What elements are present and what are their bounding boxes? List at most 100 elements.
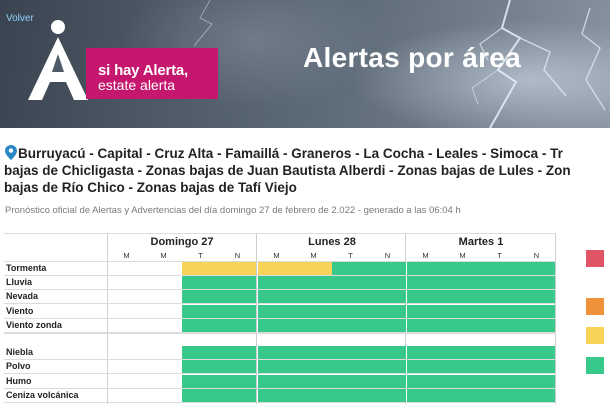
alert-cell-green: [182, 375, 219, 388]
alert-cell-green: [518, 305, 555, 318]
alert-cell-green: [518, 360, 555, 373]
alert-cell-green: [481, 276, 518, 289]
storm-light-glow: [350, 20, 610, 128]
alert-cell-green: [481, 290, 518, 303]
alert-cell-green: [518, 290, 555, 303]
alert-cell-green: [332, 375, 369, 388]
alert-cell-yellow: [219, 262, 256, 275]
phenomenon-label: Ceniza volcánica: [6, 390, 79, 400]
alert-cell-green: [518, 276, 555, 289]
alert-cell-green: [219, 389, 256, 402]
time-slot-label: M: [459, 251, 466, 260]
alert-cell-green: [444, 276, 481, 289]
alert-cell-green: [258, 375, 295, 388]
phenomenon-label: Tormenta: [6, 263, 47, 273]
time-slot-label: T: [348, 251, 353, 260]
alert-cell-green: [332, 346, 369, 359]
alert-cell-green: [369, 262, 406, 275]
forecast-info: Pronóstico oficial de Alertas y Adverten…: [5, 205, 461, 216]
alert-cell-green: [407, 346, 444, 359]
alert-cell-green: [295, 290, 332, 303]
lightning-bolt-small-icon: [193, 0, 213, 47]
time-slot-label: N: [384, 251, 391, 260]
phenomenon-label: Humo: [6, 376, 32, 386]
phenomenon-label: Viento: [6, 306, 34, 316]
alert-cell-green: [369, 319, 406, 332]
alert-cell-green: [219, 360, 256, 373]
row-divider: [4, 275, 556, 276]
alert-cell-green: [219, 346, 256, 359]
alert-cell-green: [369, 346, 406, 359]
logo-a-icon: [24, 20, 90, 100]
time-slot-label: M: [310, 251, 317, 260]
time-slot-label: M: [160, 251, 167, 260]
row-divider: [4, 388, 556, 389]
alert-cell-green: [295, 319, 332, 332]
alert-cell-green: [332, 305, 369, 318]
alert-cell-green: [518, 375, 555, 388]
phenomenon-label: Niebla: [6, 347, 34, 357]
alert-cell-green: [332, 290, 369, 303]
alert-cell-green: [369, 290, 406, 303]
alert-cell-green: [182, 290, 219, 303]
header-divider: [4, 261, 556, 262]
alert-cell-green: [481, 360, 518, 373]
area-line-3: bajas de Río Chico - Zonas bajas de Tafí…: [4, 180, 297, 195]
alert-cell-yellow: [182, 262, 219, 275]
alert-cell-green: [481, 346, 518, 359]
alert-cell-green: [444, 290, 481, 303]
row-divider: [4, 373, 556, 374]
alert-cell-green: [295, 360, 332, 373]
back-link[interactable]: Volver: [6, 13, 34, 24]
alert-cell-green: [369, 276, 406, 289]
alert-cell-green: [369, 389, 406, 402]
alert-cell-green: [295, 389, 332, 402]
alert-cell-green: [219, 319, 256, 332]
day-header: Domingo 27: [150, 236, 214, 248]
alert-cell-green: [518, 389, 555, 402]
alert-cell-green: [182, 305, 219, 318]
page-title: Alertas por área: [303, 42, 522, 73]
alert-cell-green: [481, 319, 518, 332]
alert-cell-green: [182, 360, 219, 373]
location-pin-icon: [5, 145, 17, 160]
alert-cell-green: [407, 290, 444, 303]
alert-cell-green: [407, 389, 444, 402]
alert-cell-green: [332, 360, 369, 373]
alert-cell-green: [369, 375, 406, 388]
alert-cell-green: [444, 262, 481, 275]
area-line-2: bajas de Chicligasta - Zonas bajas de Ju…: [4, 163, 571, 178]
group-divider: [4, 333, 556, 334]
alert-cell-green: [332, 389, 369, 402]
legend-swatch-green: [586, 357, 604, 374]
day-header: Martes 1: [458, 236, 504, 248]
alert-cell-green: [407, 319, 444, 332]
alert-cell-green: [369, 305, 406, 318]
time-slot-label: N: [234, 251, 241, 260]
alert-cell-green: [481, 375, 518, 388]
alert-cell-green: [518, 319, 555, 332]
phenomenon-label: Nevada: [6, 291, 39, 301]
alert-cell-green: [295, 346, 332, 359]
lightning-bolt-icon: [471, 0, 606, 128]
alert-cell-yellow: [295, 262, 332, 275]
alert-cell-green: [444, 319, 481, 332]
logo-tagline: si hay Alerta, estate alerta: [86, 48, 218, 99]
alert-cell-green: [219, 276, 256, 289]
alert-cell-green: [518, 262, 555, 275]
alert-cell-green: [518, 346, 555, 359]
row-divider: [4, 359, 556, 360]
alert-cell-green: [444, 346, 481, 359]
alert-cell-green: [258, 276, 295, 289]
time-slot-label: N: [533, 251, 540, 260]
alert-cell-green: [332, 262, 369, 275]
row-divider: [4, 318, 556, 319]
time-slot-label: M: [123, 251, 130, 260]
alert-cell-green: [182, 319, 219, 332]
alert-cell-green: [219, 375, 256, 388]
day-header: Lunes 28: [308, 236, 356, 248]
alert-cell-green: [182, 276, 219, 289]
legend-swatch-orange: [586, 298, 604, 315]
time-slot-label: T: [198, 251, 203, 260]
alert-cell-green: [369, 360, 406, 373]
